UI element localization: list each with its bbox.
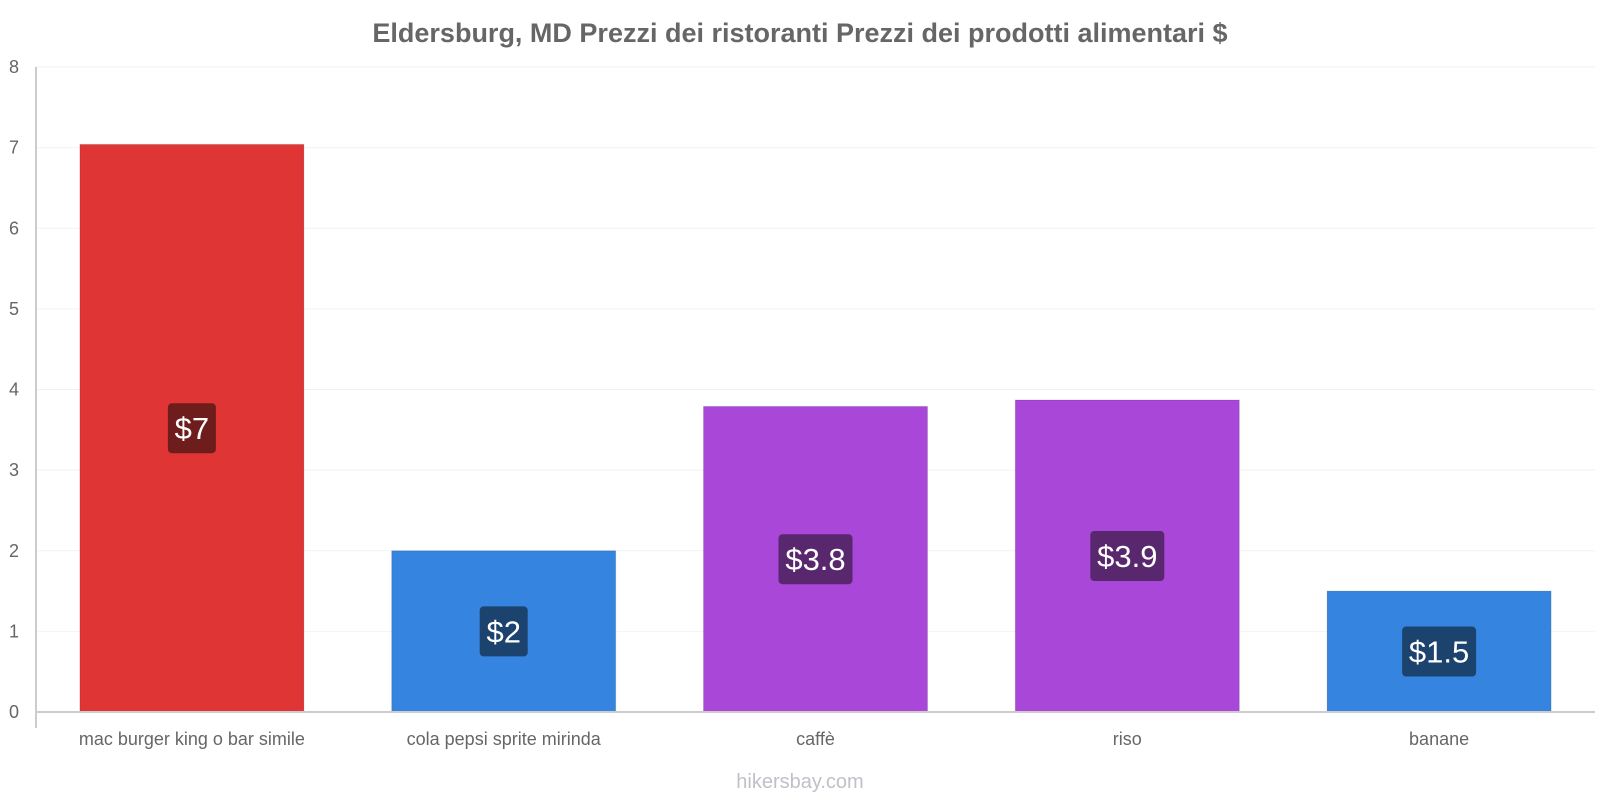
y-tick-label: 8 bbox=[9, 57, 19, 77]
y-tick-label: 5 bbox=[9, 299, 19, 319]
y-tick-label: 6 bbox=[9, 218, 19, 238]
value-label-box bbox=[479, 606, 528, 657]
y-tick-label: 0 bbox=[9, 702, 19, 722]
value-label: $2 bbox=[486, 614, 520, 649]
y-tick-label: 1 bbox=[9, 621, 19, 641]
value-label-box bbox=[167, 403, 216, 454]
y-tick-label: 2 bbox=[9, 541, 19, 561]
y-tick-label: 4 bbox=[9, 380, 19, 400]
chart-title: Eldersburg, MD Prezzi dei ristoranti Pre… bbox=[372, 18, 1227, 48]
x-tick-label: banane bbox=[1409, 729, 1469, 749]
y-tick-label: 3 bbox=[9, 460, 19, 480]
x-tick-label: cola pepsi sprite mirinda bbox=[407, 729, 602, 749]
value-label: $3.9 bbox=[1097, 539, 1157, 574]
x-tick-label: caffè bbox=[796, 729, 835, 749]
value-label: $1.5 bbox=[1409, 635, 1469, 670]
value-label: $3.8 bbox=[785, 542, 845, 577]
value-labels: $7 $2 $3.8 $3.9 $1.5 bbox=[167, 403, 1477, 677]
bars bbox=[79, 143, 1552, 713]
y-tick-label: 7 bbox=[9, 138, 19, 158]
x-tick-label: riso bbox=[1113, 729, 1142, 749]
value-label-box bbox=[1402, 626, 1477, 677]
value-label-box bbox=[1090, 530, 1165, 581]
value-label: $7 bbox=[175, 411, 209, 446]
x-tick-label: mac burger king o bar simile bbox=[79, 729, 305, 749]
source-watermark: hikersbay.com bbox=[736, 771, 863, 793]
axes: 0 1 2 3 4 5 6 7 8 mac burger king o bar simile col… bbox=[9, 57, 1595, 749]
value-label-box bbox=[778, 534, 853, 585]
